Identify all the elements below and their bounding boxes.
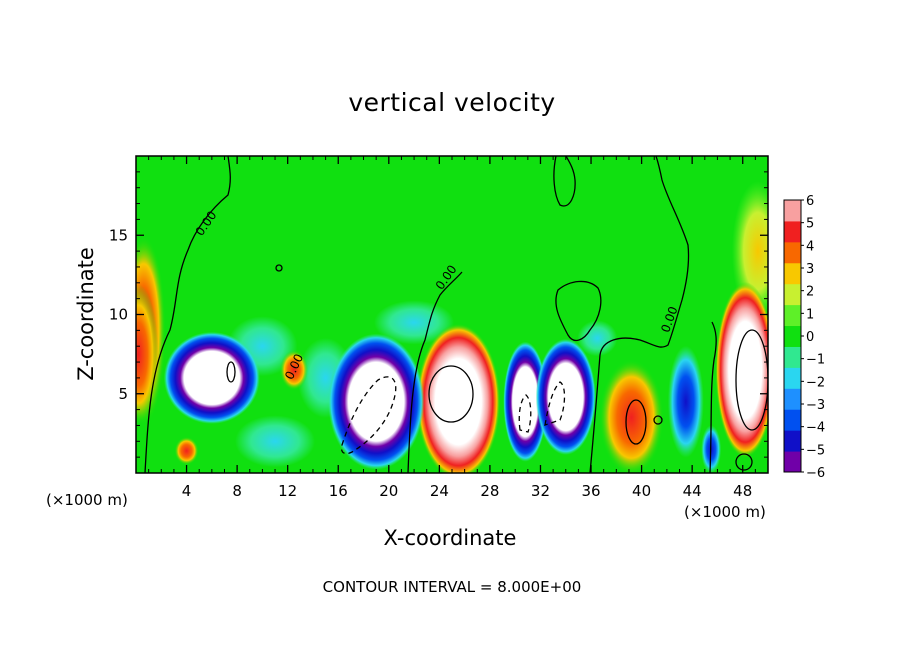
colorbar-label: −2 [806, 375, 825, 390]
downdraft-core-cell [503, 341, 548, 462]
colorbar-label: 0 [806, 330, 814, 345]
colorbar-label: 3 [806, 262, 814, 277]
colorbar-swatch [784, 346, 801, 368]
y-tick-label: 10 [109, 306, 128, 324]
colorbar-swatch [784, 262, 801, 285]
x-tick-label: 24 [430, 482, 449, 500]
colorbar-label: 2 [806, 285, 814, 300]
colorbar-swatch [784, 200, 801, 222]
x-axis-label: X-coordinate [383, 526, 517, 550]
colorbar-swatch [784, 409, 801, 431]
downdraft-core-cell [535, 338, 596, 455]
colorbar-label: 5 [806, 217, 814, 232]
x-tick-label: 8 [232, 482, 242, 500]
downdraft-core-cell [328, 333, 425, 470]
x-axis-unit-left: (×1000 m) [46, 491, 128, 509]
chart-title: vertical velocity [348, 88, 556, 117]
x-tick-label: 40 [632, 482, 651, 500]
colorbar-swatch [784, 451, 801, 473]
colorbar-swatch [784, 283, 801, 306]
colorbar-label: 1 [806, 307, 814, 322]
downdraft-cell [667, 345, 704, 458]
contour-lines [144, 156, 768, 473]
updraft-cell [599, 359, 664, 473]
x-tick-label: 4 [182, 482, 192, 500]
downdraft-core-cell [163, 331, 260, 424]
x-tick-label: 36 [581, 482, 600, 500]
colorbar-label: −4 [806, 421, 825, 436]
y-tick-label: 5 [118, 385, 128, 403]
y-axis-ticks: 5 10 15 [109, 171, 768, 458]
updraft-core-cell [715, 282, 768, 458]
y-axis-label: Z-coordinate [74, 247, 98, 381]
updraft-core-cell [416, 323, 501, 473]
contour-interval-note: CONTOUR INTERVAL = 8.000E+00 [322, 578, 582, 596]
colorbar: −6 −5 −4 −3 −2 −1 0 1 2 3 4 5 6 [783, 194, 825, 481]
colorbar-label: −5 [806, 443, 825, 458]
colorbar-swatch [784, 241, 801, 264]
colorbar-swatch [784, 430, 801, 452]
colorbar-swatch [784, 388, 801, 410]
colorbar-label: −3 [806, 398, 825, 413]
field-blob [235, 415, 316, 468]
x-tick-label: 20 [379, 482, 398, 500]
colorbar-label: −1 [806, 353, 825, 368]
x-tick-label: 12 [278, 482, 297, 500]
x-tick-label: 32 [531, 482, 550, 500]
field-blob [174, 436, 199, 465]
colorbar-swatch [784, 325, 801, 347]
field-blob [577, 320, 618, 357]
x-tick-label: 28 [480, 482, 499, 500]
x-tick-label: 48 [733, 482, 752, 500]
field-blob [374, 300, 455, 345]
colorbar-swatch [784, 220, 801, 243]
updraft-cell [280, 349, 308, 390]
x-tick-label: 16 [329, 482, 348, 500]
x-tick-label: 44 [683, 482, 702, 500]
colorbar-swatch [784, 304, 801, 327]
colorbar-label: 4 [806, 239, 814, 254]
x-axis-unit-right: (×1000 m) [684, 503, 766, 521]
x-axis-ticks: 4 8 12 16 20 24 28 32 36 40 44 48 [148, 156, 756, 500]
colorbar-label: −6 [806, 466, 825, 481]
heatmap-field [136, 156, 768, 473]
colorbar-swatch [784, 367, 801, 389]
y-tick-label: 15 [109, 226, 128, 244]
colorbar-label: 6 [806, 194, 814, 209]
